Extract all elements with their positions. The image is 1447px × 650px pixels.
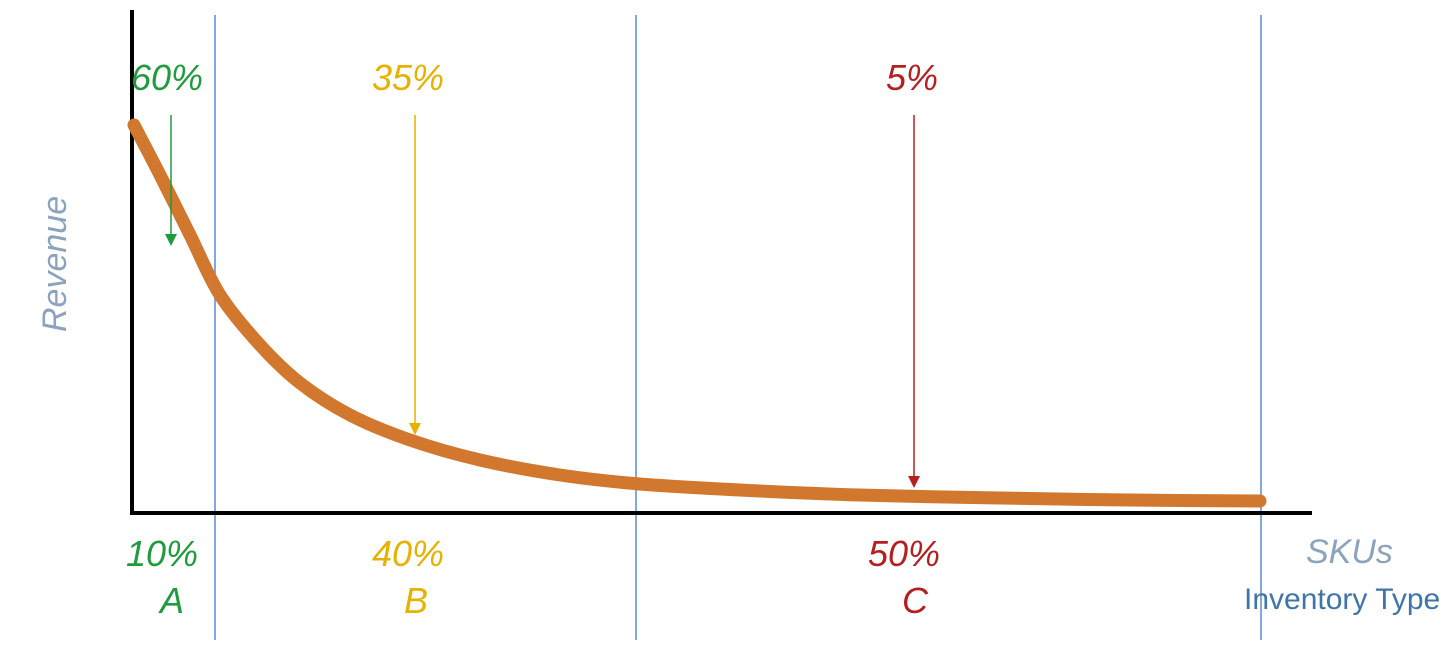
- chart-axes: [132, 12, 1310, 513]
- segment-A-revenue-pct: 60%: [131, 57, 203, 99]
- y-axis-label: Revenue: [36, 196, 75, 332]
- abc-chart-svg: [0, 0, 1447, 650]
- segment-C-sku-pct: 50%: [868, 533, 940, 575]
- segment-A-sku-pct: 10%: [126, 533, 198, 575]
- segment-B-letter: B: [404, 580, 428, 622]
- segment-A-letter: A: [160, 580, 184, 622]
- chart-stage: Revenue SKUs Inventory Type 60% 10% A 35% 40…: [0, 0, 1447, 650]
- segment-arrows: [165, 115, 920, 488]
- revenue-curve: [134, 125, 1260, 501]
- segment-B-sku-pct: 40%: [372, 533, 444, 575]
- x-axis-label-skus: SKUs: [1306, 533, 1393, 572]
- segment-C-revenue-pct: 5%: [886, 57, 938, 99]
- segment-C-letter: C: [902, 580, 928, 622]
- segment-B-revenue-pct: 35%: [372, 57, 444, 99]
- x-axis-label-inventory-type: Inventory Type: [1244, 583, 1440, 617]
